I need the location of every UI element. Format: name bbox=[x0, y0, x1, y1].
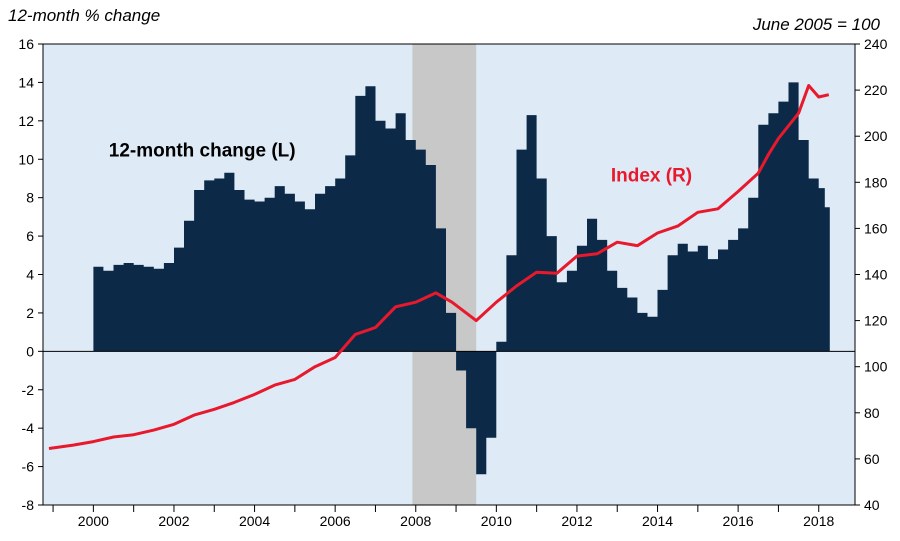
left-tick-label: -6 bbox=[22, 459, 35, 475]
right-axis-title: June 2005 = 100 bbox=[752, 15, 880, 34]
left-tick-label: 12 bbox=[18, 113, 34, 129]
right-tick-label: 200 bbox=[864, 128, 888, 144]
x-tick-label: 2004 bbox=[239, 513, 270, 529]
x-tick-label: 2002 bbox=[158, 513, 189, 529]
index-series-label: Index (R) bbox=[611, 166, 692, 187]
x-tick-label: 2012 bbox=[561, 513, 592, 529]
x-tick-label: 2014 bbox=[642, 513, 673, 529]
right-tick-label: 60 bbox=[864, 451, 880, 467]
x-tick-label: 2016 bbox=[723, 513, 754, 529]
right-tick-label: 120 bbox=[864, 313, 888, 329]
left-tick-label: 8 bbox=[26, 190, 34, 206]
left-tick-label: -8 bbox=[22, 497, 35, 513]
x-tick-label: 2000 bbox=[78, 513, 109, 529]
left-tick-label: 16 bbox=[18, 36, 34, 52]
change-bars bbox=[93, 82, 830, 475]
left-tick-label: 10 bbox=[18, 151, 34, 167]
x-tick-label: 2008 bbox=[400, 513, 431, 529]
change-series-label: 12-month change (L) bbox=[109, 141, 296, 162]
left-tick-label: -2 bbox=[22, 382, 35, 398]
left-tick-label: 6 bbox=[26, 228, 34, 244]
x-tick-label: 2010 bbox=[481, 513, 512, 529]
left-axis-title: 12-month % change bbox=[8, 6, 161, 25]
left-tick-label: -4 bbox=[22, 420, 35, 436]
right-tick-label: 100 bbox=[864, 359, 888, 375]
index-line bbox=[48, 84, 830, 450]
left-tick-label: 2 bbox=[26, 305, 34, 321]
left-tick-label: 0 bbox=[26, 343, 34, 359]
right-tick-label: 160 bbox=[864, 220, 888, 236]
right-tick-label: 40 bbox=[864, 497, 880, 513]
right-tick-label: 80 bbox=[864, 405, 880, 421]
right-tick-label: 240 bbox=[864, 36, 888, 52]
right-tick-label: 180 bbox=[864, 174, 888, 190]
x-tick-label: 2006 bbox=[320, 513, 351, 529]
left-tick-label: 14 bbox=[18, 74, 34, 90]
right-tick-label: 140 bbox=[864, 267, 888, 283]
x-tick-label: 2018 bbox=[803, 513, 834, 529]
right-tick-label: 220 bbox=[864, 82, 888, 98]
left-tick-label: 4 bbox=[26, 267, 34, 283]
